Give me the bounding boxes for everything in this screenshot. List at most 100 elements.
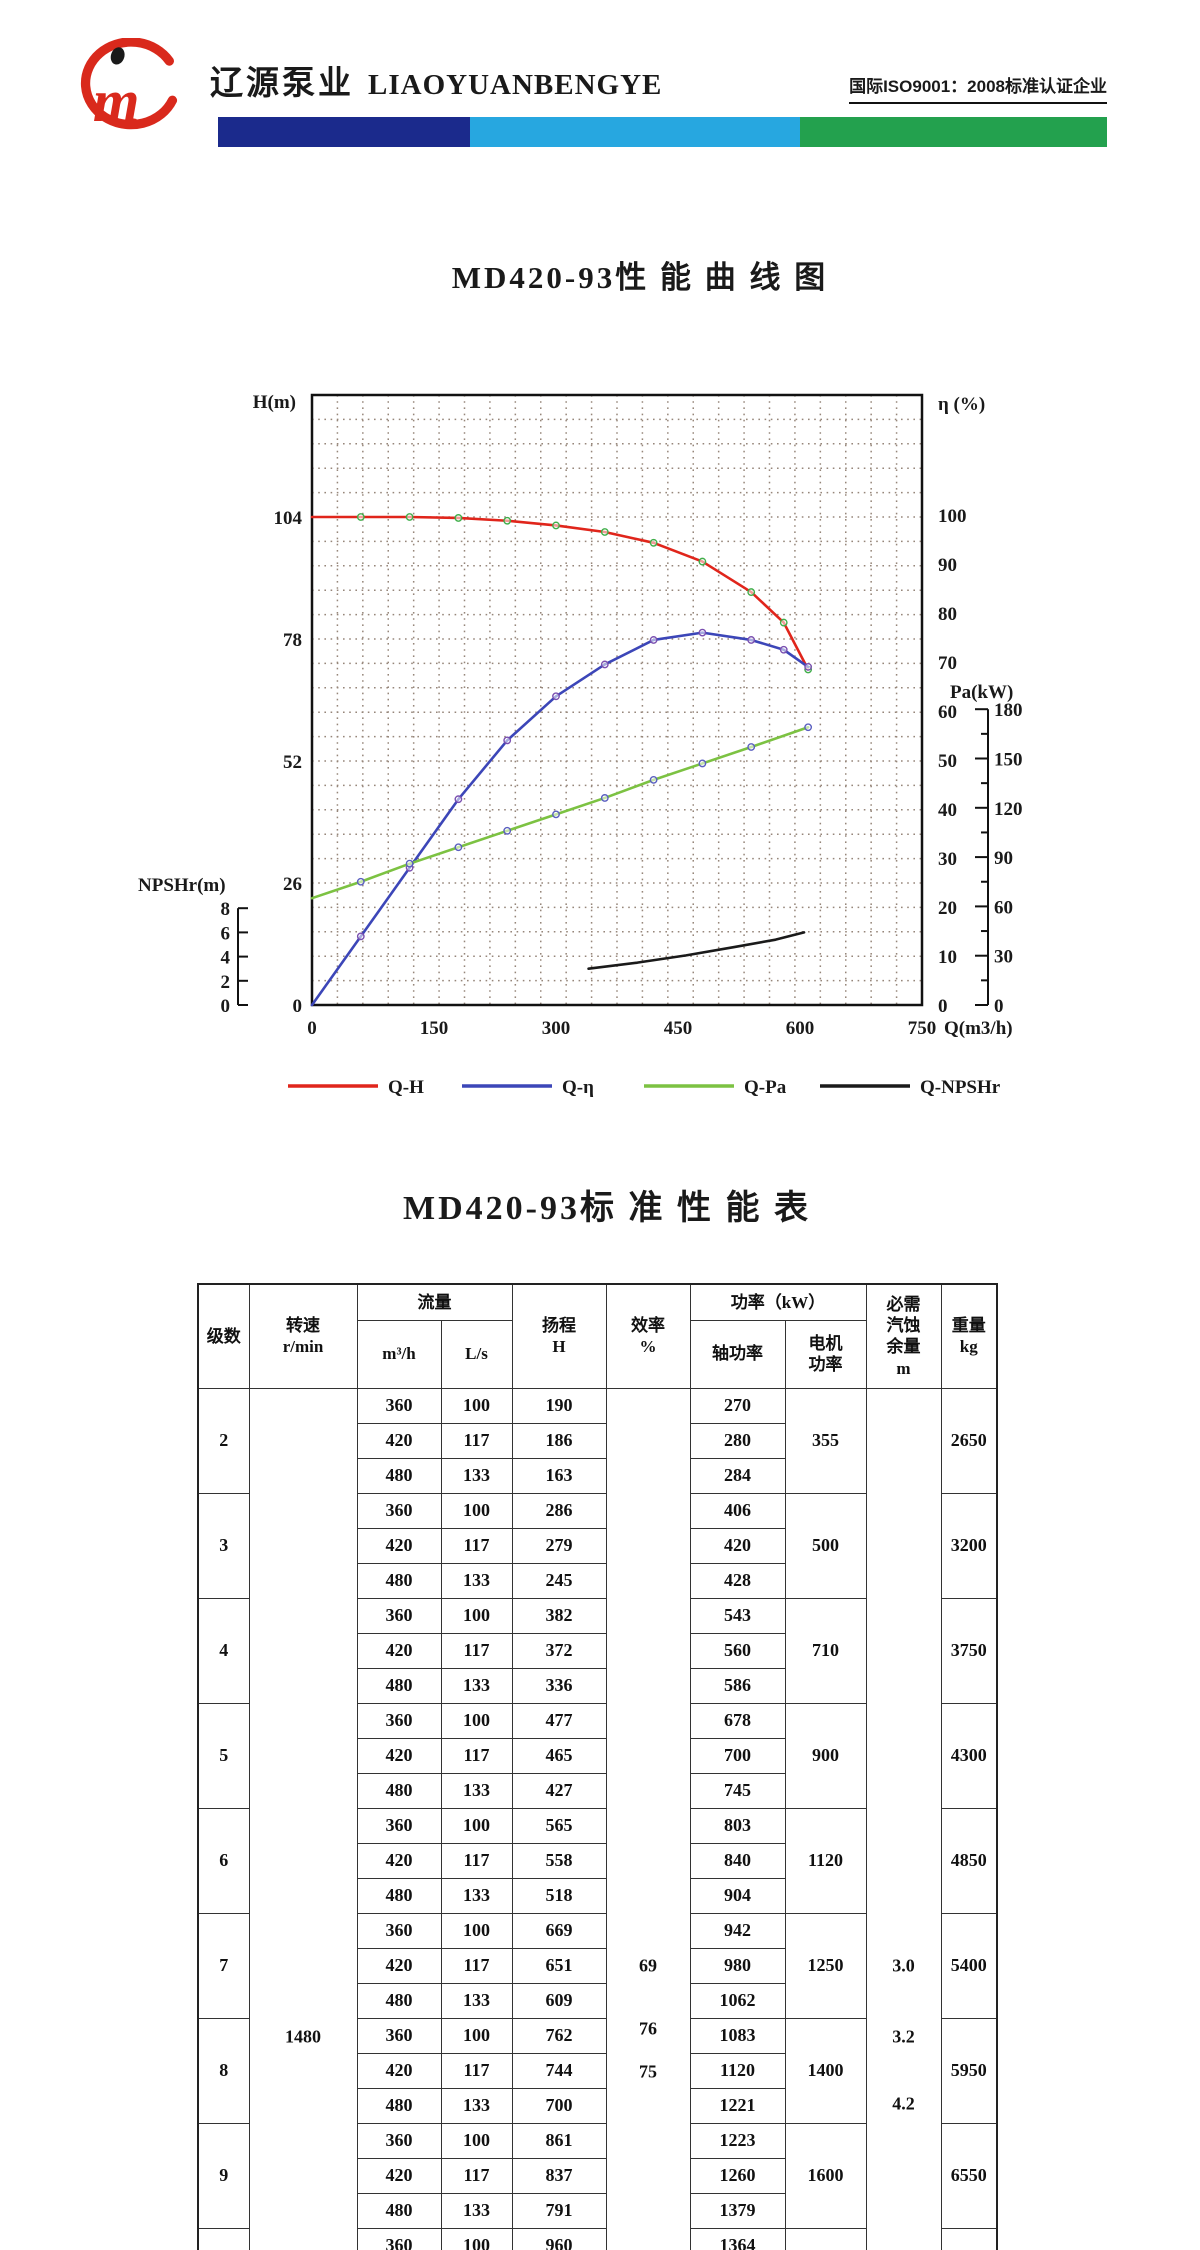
table-cell: 功率（kW） xyxy=(689,1283,867,1321)
stage-cell: 2 xyxy=(197,1387,250,1494)
efficiency-cell-value: 76 xyxy=(639,2018,657,2038)
stage-cell: 3 xyxy=(197,1492,250,1599)
table-row: 420 117 372 560 xyxy=(198,1632,997,1669)
certification-text: 国际ISO9001：2008标准认证企业 xyxy=(849,72,1107,104)
x-axis-label: Q(m3/h) xyxy=(944,1018,1013,1039)
table-cell: 360 xyxy=(356,1702,442,1739)
eta-tick: 50 xyxy=(938,751,957,772)
data-marker xyxy=(747,743,756,751)
table-row: 480 133 700 1221 xyxy=(198,2087,997,2124)
brand-block: 辽源泵业 LIAOYUANBENGYE xyxy=(210,56,662,104)
table-cell: 420 xyxy=(356,1842,442,1879)
table-cell: 重量 kg xyxy=(940,1283,998,1389)
eta-tick: 10 xyxy=(938,947,957,968)
data-marker xyxy=(649,636,658,644)
bar-segment-cyan xyxy=(470,117,800,147)
data-marker xyxy=(698,557,707,566)
table-cell: 428 xyxy=(689,1562,786,1599)
table-cell: 133 xyxy=(440,1772,513,1809)
table-cell: 406 xyxy=(689,1492,786,1529)
table-cell: 扬程 H xyxy=(511,1283,607,1389)
eta-tick: 70 xyxy=(938,653,957,674)
x-tick: 300 xyxy=(542,1018,571,1039)
data-marker xyxy=(779,645,788,654)
table-cell: 477 xyxy=(511,1702,607,1739)
table-cell: 133 xyxy=(440,2192,513,2229)
table-cell: 100 xyxy=(440,2122,513,2159)
npshr-tick: 4 xyxy=(221,948,231,969)
npshr-tick: 2 xyxy=(221,972,231,993)
table-cell: 100 xyxy=(440,1492,513,1529)
table-row: 4 360 100 382 543 710 3750 xyxy=(197,1597,998,1704)
table-cell: 279 xyxy=(511,1527,607,1564)
npshr-axis-label: NPSHr(m) xyxy=(138,875,226,896)
table-cell: 117 xyxy=(440,1842,513,1879)
pa-tick: 180 xyxy=(994,700,1023,721)
table-cell: 133 xyxy=(440,1667,513,1704)
table-cell: 480 xyxy=(356,1667,442,1704)
data-marker xyxy=(454,795,463,804)
npsh-cell-value: 3.2 xyxy=(892,2026,915,2046)
eta-tick: 80 xyxy=(938,604,957,625)
eta-tick: 0 xyxy=(938,996,948,1017)
table-cell: 518 xyxy=(511,1877,607,1914)
table-cell: 480 xyxy=(356,1877,442,1914)
eta-tick: 40 xyxy=(938,800,957,821)
npsh-cell-value: 4.2 xyxy=(892,2093,915,2113)
stage-cell xyxy=(197,2227,250,2250)
table-cell: 480 xyxy=(356,2087,442,2124)
x-tick: 150 xyxy=(420,1018,449,1039)
table-cell: 270 xyxy=(689,1387,786,1424)
table-cell: 427 xyxy=(511,1772,607,1809)
data-marker xyxy=(405,859,414,868)
table-row: 420 117 465 700 xyxy=(198,1737,997,1774)
svg-text:m: m xyxy=(93,68,140,134)
data-marker xyxy=(600,660,609,669)
weight-cell: 4300 xyxy=(940,1702,998,1809)
table-cell: 420 xyxy=(356,1947,442,1984)
table-cell: 420 xyxy=(356,1737,442,1774)
x-tick: 450 xyxy=(664,1018,693,1039)
h-tick: 52 xyxy=(283,752,302,773)
table-cell: 980 xyxy=(689,1947,786,1984)
table-cell: 700 xyxy=(511,2087,607,2124)
motor-power-cell: 1120 xyxy=(784,1807,867,1914)
performance-table-wrap: 级数 转速 r/min 流量 扬程 H 效率 % 功率（kW） 必需 汽蚀 余量 m 重量 k… xyxy=(197,1283,998,2250)
table-cell: 904 xyxy=(689,1877,786,1914)
table-cell: 942 xyxy=(689,1912,786,1949)
table-cell: 133 xyxy=(440,1982,513,2019)
motor-power-cell: 1600 xyxy=(784,2122,867,2229)
table-cell: 245 xyxy=(511,1562,607,1599)
table-cell: 745 xyxy=(689,1772,786,1809)
x-tick: 0 xyxy=(307,1018,317,1039)
weight-cell: 6550 xyxy=(940,2122,998,2229)
stage-cell: 5 xyxy=(197,1702,250,1809)
pa-axis-label: Pa(kW) xyxy=(950,682,1013,703)
eta-tick: 90 xyxy=(938,555,957,576)
table-cell: 543 xyxy=(689,1597,786,1634)
npshr-tick: 8 xyxy=(221,899,231,920)
table-row: 420 117 744 1120 xyxy=(198,2052,997,2089)
table-cell: 480 xyxy=(356,1457,442,1494)
table-row: 420 117 186 280 xyxy=(198,1422,997,1459)
table-cell: 360 xyxy=(356,1597,442,1634)
data-marker xyxy=(405,513,414,521)
table-cell: 651 xyxy=(511,1947,607,1984)
weight-cell: 2650 xyxy=(940,1387,998,1494)
table-row: 2 1480 360 100 190 69 76 75 270 355 3.0 3.2 4.2 2650 xyxy=(197,1387,998,2250)
table-cell: 420 xyxy=(356,1422,442,1459)
table-cell: 360 xyxy=(356,1807,442,1844)
eta-tick: 100 xyxy=(938,506,967,527)
table-cell: 转速 r/min xyxy=(248,1283,358,1389)
h-tick: 78 xyxy=(283,630,302,651)
legend-label: Q-Pa xyxy=(744,1077,787,1098)
bar-segment-navy xyxy=(218,117,470,147)
npsh-cell-value: 3.0 xyxy=(892,1955,915,1975)
table-cell: 186 xyxy=(511,1422,607,1459)
table-cell: 480 xyxy=(356,1772,442,1809)
table-cell: 1120 xyxy=(689,2052,786,2089)
table-cell: 586 xyxy=(689,1667,786,1704)
weight-cell: 5950 xyxy=(940,2017,998,2124)
table-cell: 382 xyxy=(511,1597,607,1634)
motor-power-cell: 355 xyxy=(784,1387,867,1494)
